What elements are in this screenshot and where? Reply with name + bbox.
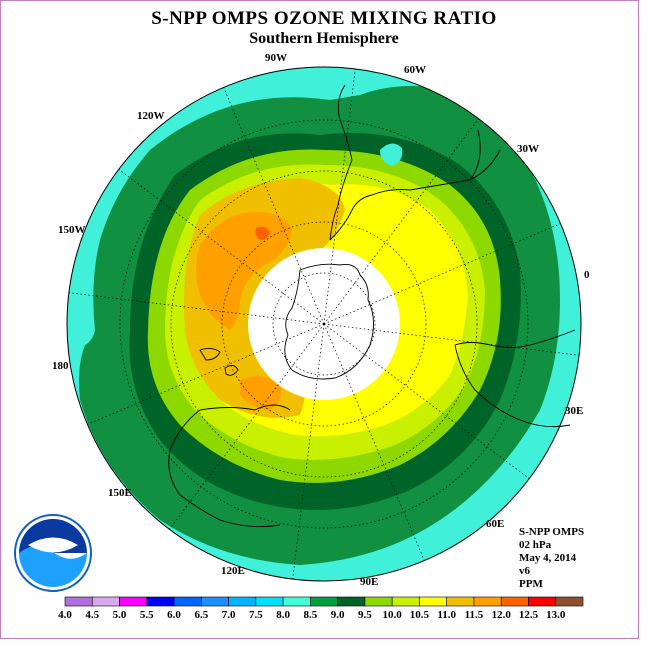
latitude-circle [119, 119, 529, 529]
colorbar-swatch [201, 596, 229, 607]
lon-label: 30E [565, 405, 584, 417]
colorbar-tick-label: 9.0 [331, 609, 345, 621]
colorbar-swatch [119, 596, 148, 607]
colorbar-swatch [500, 596, 529, 607]
colorbar-swatch [446, 596, 475, 607]
colorbar-tick-label: 6.0 [167, 609, 181, 621]
lon-label: 60E [486, 518, 505, 530]
new-zealand-coast [199, 347, 239, 376]
colorbar-tick-label: 5.5 [140, 609, 154, 621]
meridian-line [323, 323, 580, 356]
lon-label: 180 [52, 360, 69, 372]
colorbar-swatch [528, 596, 557, 607]
colorbar-tick-label: 6.5 [194, 609, 208, 621]
south-america-coast [329, 84, 501, 241]
colorbar-swatch [146, 596, 175, 607]
map-title: S-NPP OMPS OZONE MIXING RATIO [151, 8, 497, 29]
colorbar-tick-label: 4.5 [85, 609, 99, 621]
meridian-line [323, 68, 356, 325]
logo-sea [19, 546, 87, 587]
colorbar-swatch [391, 596, 420, 607]
noaa-logo: NOAA [14, 514, 92, 592]
colorbar-tick-label: 12.5 [519, 609, 539, 621]
colorbar-tick-label: 8.0 [276, 609, 290, 621]
meridian-line [118, 169, 325, 325]
logo-gull [28, 537, 78, 553]
band-11-5-patch [240, 376, 282, 410]
band-8-0-patch-north [380, 143, 403, 166]
lon-label: 90W [265, 52, 287, 64]
colorbar-swatch [419, 596, 447, 607]
meridian-line [323, 323, 425, 561]
colorbar-swatch [91, 596, 120, 607]
meridian-line [223, 87, 325, 325]
colorbar-tick-label: 10.5 [410, 609, 430, 621]
lon-label: 0 [584, 269, 590, 281]
colorbar-swatch [555, 596, 584, 607]
africa-coast [454, 329, 576, 428]
colorbar-tick-label: 7.5 [249, 609, 263, 621]
colorbar-tick-label: 4.0 [58, 609, 72, 621]
colorbar-swatch [228, 596, 257, 607]
info-date: May 4, 2014 [519, 552, 577, 564]
colorbar: 4.0 4.5 5.0 5.5 6.0 6.5 7.0 7.5 8.0 8.5 9.0 9.5 10.0… [58, 596, 584, 621]
colorbar-tick-label: 5.0 [113, 609, 127, 621]
lon-label: 150W [58, 224, 86, 236]
colorbar-swatch [173, 596, 202, 607]
lon-label: 90E [360, 576, 379, 588]
colorbar-tick-label: 7.0 [222, 609, 236, 621]
colorbar-tick-label: 11.0 [437, 609, 456, 621]
colorbar-tick-label: 9.5 [358, 609, 372, 621]
colorbar-swatch [282, 596, 311, 607]
latitude-circle [221, 221, 427, 427]
map-subtitle: Southern Hemisphere [249, 30, 399, 47]
coastlines [168, 84, 576, 528]
meridians [68, 68, 580, 580]
colorbar-swatch [64, 596, 93, 607]
logo-text: NOAA [38, 541, 67, 552]
meridian-line [169, 323, 325, 530]
meridian-line [323, 223, 561, 325]
info-pressure: 02 hPa [519, 539, 552, 551]
graticule [68, 68, 580, 580]
colorbar-swatch [364, 596, 393, 607]
colorbar-tick-label: 13.0 [546, 609, 566, 621]
lon-label: 150E [108, 487, 132, 499]
band-12 [255, 226, 270, 240]
latitude-circle [170, 170, 478, 478]
latitude-circle [272, 272, 376, 376]
colorbar-swatch [473, 596, 502, 607]
info-version: v6 [519, 565, 530, 577]
meridian-line [87, 323, 325, 425]
lon-label: 120E [221, 565, 245, 577]
meridian-line [323, 118, 479, 325]
lon-label: 30W [517, 143, 539, 155]
meridian-line [292, 323, 325, 580]
lon-label: 60W [404, 64, 426, 76]
colorbar-swatch [255, 596, 284, 607]
meridian-line [323, 323, 530, 479]
figure-frame [0, 0, 639, 639]
map-border [66, 66, 582, 582]
colorbar-tick-label: 8.5 [303, 609, 317, 621]
colorbar-swatch [337, 596, 366, 607]
colorbar-tick-label: 11.5 [465, 609, 484, 621]
colorbar-tick-label: 12.0 [492, 609, 512, 621]
info-units: PPM [519, 578, 543, 590]
colorbar-tick-label: 10.0 [383, 609, 403, 621]
info-product: S-NPP OMPS [519, 526, 585, 538]
band-11-5 [196, 211, 292, 330]
band-8-0-patch-west [67, 300, 95, 352]
australia-coast [168, 404, 291, 528]
antarctica-coast [284, 263, 374, 380]
meridian-line [68, 292, 325, 325]
lon-label: 120W [137, 110, 165, 122]
colorbar-swatch [310, 596, 338, 607]
